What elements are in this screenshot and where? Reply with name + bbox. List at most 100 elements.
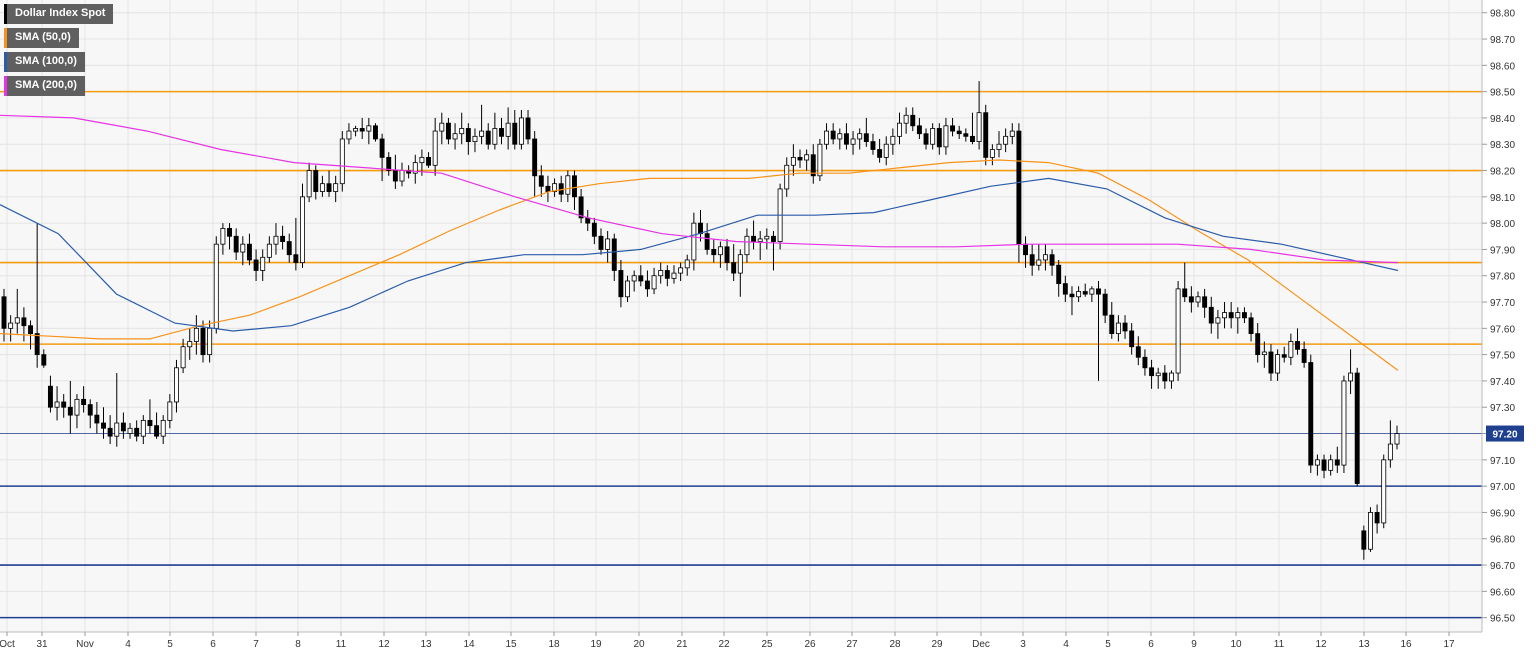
x-tick-label: 13 [1358, 639, 1370, 650]
candle-body [207, 327, 213, 356]
horizontal-levels [0, 90, 1482, 619]
candle-body [1255, 333, 1261, 356]
candle-body [94, 414, 100, 424]
candle-body [1268, 351, 1274, 374]
candle-body [578, 196, 584, 219]
candle-body [1049, 254, 1055, 266]
legend-item-price[interactable]: Dollar Index Spot [4, 4, 114, 24]
candle-body [916, 125, 922, 135]
candle-body [1149, 367, 1155, 377]
legend: Dollar Index Spot SMA (50,0) SMA (100,0)… [4, 4, 114, 100]
x-tick-label: 31 [36, 639, 48, 650]
candle-body [432, 130, 438, 166]
candle-body [286, 241, 292, 256]
candle-body [1248, 317, 1254, 334]
candle-body [233, 235, 239, 253]
candle-body [1387, 443, 1393, 461]
x-tick-label: 8 [295, 639, 301, 650]
candle-body [1308, 362, 1314, 466]
x-tick-label: 19 [590, 639, 602, 650]
candle-body [651, 275, 657, 290]
candle-body [976, 112, 982, 143]
candle-body [359, 128, 365, 132]
candle-body [499, 128, 504, 137]
candle-body [936, 128, 942, 148]
candle-body [1334, 459, 1340, 466]
legend-item-sma100[interactable]: SMA (100,0) [4, 52, 85, 72]
candle-body [757, 238, 763, 242]
x-tick-label: 12 [1315, 639, 1327, 650]
candle-body [903, 114, 909, 124]
candle-body [804, 154, 810, 161]
candle-body [1235, 312, 1241, 319]
candle-body [246, 243, 252, 261]
x-tick-label: 6 [210, 639, 216, 650]
candle-body [1241, 312, 1247, 319]
sma100-line [0, 177, 1399, 332]
y-tick-label: 96.70 [1490, 561, 1515, 572]
sma200-line [0, 114, 1399, 264]
candle-body [545, 185, 551, 192]
x-tick-label: 7 [253, 639, 259, 650]
candle-body [1115, 322, 1121, 334]
candle-body [1202, 296, 1208, 308]
candle-body [472, 135, 478, 143]
candle-body [1009, 130, 1015, 137]
candle-body [273, 235, 279, 245]
y-tick-label: 98.00 [1490, 219, 1515, 230]
candle-body [983, 112, 989, 158]
candle-body [1, 296, 7, 329]
x-tick-label: 13 [420, 639, 432, 650]
y-tick-label: 96.80 [1490, 535, 1515, 546]
x-tick-label: 22 [718, 639, 730, 650]
candle-body [1062, 283, 1068, 295]
candle-body [910, 114, 916, 127]
x-tick-label: 11 [336, 639, 347, 650]
y-tick-label: 97.00 [1490, 482, 1515, 493]
candle-body [897, 122, 902, 137]
candle-body [220, 227, 226, 245]
x-tick-label: 25 [761, 639, 773, 650]
candle-body [956, 130, 962, 135]
x-tick-label: 27 [846, 639, 858, 650]
candle-body [638, 275, 644, 282]
candle-body [923, 133, 929, 145]
x-tick-label: Nov [76, 639, 94, 650]
candle-body [1341, 380, 1347, 466]
candle-body [326, 183, 332, 192]
candle-body [963, 133, 969, 137]
candle-body [1135, 346, 1141, 358]
candle-body [87, 404, 93, 416]
candle-body [167, 401, 173, 421]
candle-body [565, 175, 571, 195]
candle-body [300, 196, 305, 263]
candle-body [319, 183, 325, 192]
x-tick-label: 4 [125, 639, 131, 650]
candle-body [837, 133, 843, 140]
candle-body [512, 122, 518, 145]
candle-body [67, 406, 73, 416]
y-tick-label: 98.50 [1490, 88, 1515, 99]
legend-item-sma50[interactable]: SMA (50,0) [4, 28, 79, 48]
candle-body [479, 130, 485, 137]
x-tick-label: 14 [463, 639, 475, 650]
candle-body [306, 170, 312, 198]
candle-body [863, 133, 869, 143]
candle-body [1162, 372, 1168, 382]
candle-body [101, 422, 106, 429]
x-tick-label: 6 [1148, 639, 1154, 650]
candles [1, 81, 1400, 560]
candle-body [21, 317, 27, 327]
x-tick-label: 28 [889, 639, 901, 650]
y-tick-label: 97.10 [1490, 456, 1515, 467]
x-tick-label: 10 [1230, 639, 1242, 650]
legend-item-sma200[interactable]: SMA (200,0) [4, 76, 85, 96]
candle-body [154, 425, 160, 437]
candle-body [8, 322, 14, 329]
candle-body [28, 325, 33, 334]
candle-body [386, 156, 392, 171]
candle-body [1155, 372, 1161, 377]
candle-body [664, 270, 670, 279]
candle-body [160, 419, 166, 437]
